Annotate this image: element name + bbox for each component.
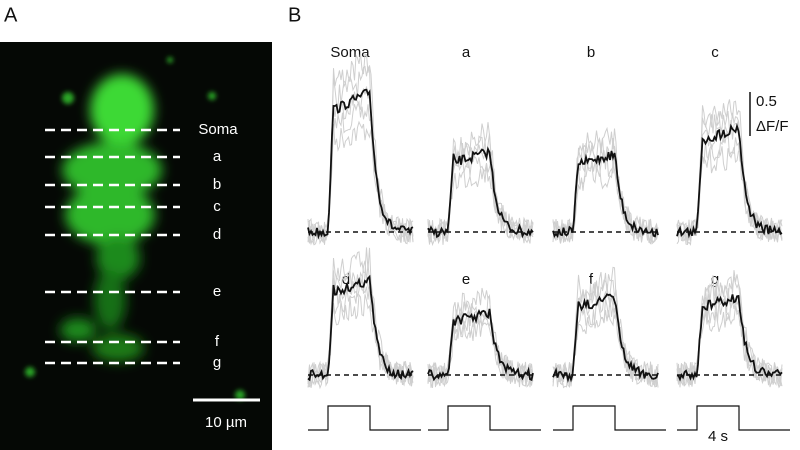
scale-bar-label: 10 µm <box>205 414 247 431</box>
trial-trace <box>307 100 414 244</box>
roi-label: c <box>213 198 221 215</box>
trial-trace <box>676 288 783 387</box>
trial-trace <box>307 65 414 245</box>
scale-bar-label: 4 s <box>708 428 728 445</box>
trace-title: e <box>462 271 470 288</box>
trial-trace <box>307 53 414 246</box>
trial-trace <box>307 247 414 388</box>
mean-trace <box>676 294 783 382</box>
roi-label: f <box>215 333 220 350</box>
scale-bar-label: 0.5 <box>756 93 777 110</box>
trial-trace <box>307 260 414 388</box>
panel-label: A <box>4 4 18 26</box>
trial-trace <box>676 270 783 388</box>
mean-trace <box>307 274 414 382</box>
roi-label: a <box>213 148 222 165</box>
roi-label: g <box>213 354 221 371</box>
trial-trace <box>307 86 414 246</box>
stimulus <box>553 405 666 431</box>
mean-trace <box>552 293 659 383</box>
mean-trace <box>427 308 534 382</box>
mean-trace <box>427 146 534 239</box>
trace-title: f <box>589 271 594 288</box>
trace-title: c <box>711 44 719 61</box>
trace-title: b <box>587 44 595 61</box>
mean-trace <box>676 122 783 239</box>
roi-label: e <box>213 283 221 300</box>
roi-label: d <box>213 226 221 243</box>
mean-trace <box>552 150 659 239</box>
scale-bar-label: ΔF/F <box>756 118 789 135</box>
trial-trace <box>552 126 659 245</box>
roi-label: b <box>213 176 221 193</box>
stimulus <box>428 405 541 431</box>
trace-title: g <box>711 271 719 288</box>
mean-trace <box>307 88 414 240</box>
trace-title: a <box>462 44 471 61</box>
roi-label: Soma <box>198 121 238 138</box>
trial-trace <box>427 295 534 388</box>
stimulus <box>308 405 421 431</box>
panel-label: B <box>288 4 301 26</box>
stimulus <box>677 405 790 431</box>
